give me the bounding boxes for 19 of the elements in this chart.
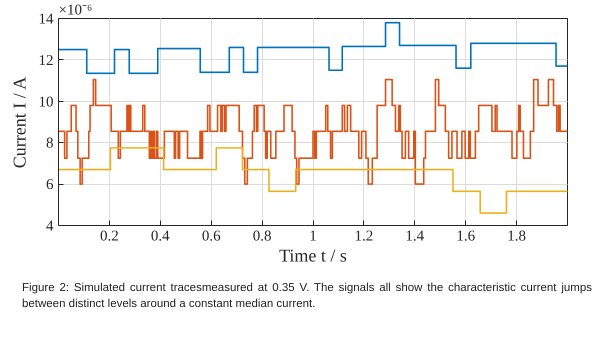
x-tick-label: 1.6 [456,228,476,244]
y-tick-label: 12 [38,52,54,69]
x-tick-label: 0.8 [252,228,272,244]
y-axis-title: Current I / A [10,76,30,168]
x-tick-label: 0.4 [150,228,170,244]
x-tick-label: 0.2 [100,228,119,244]
y-tick-label: 6 [46,177,54,194]
x-tick-label: 1 [309,228,317,244]
caption: Figure 2: Simulated current tracesmeasured at 0.35 V. The signals all show the characteristic current jumps between distinct levels around a constant median current. [22,281,592,312]
x-tick-label: 1.4 [405,228,425,244]
x-tick-label: 1.2 [354,228,374,244]
x-tick-label: 0.6 [202,228,222,244]
y-tick-label: 8 [46,136,54,152]
annotation: ×10⁻⁶ [58,2,92,18]
y-tick-label: 4 [46,218,54,234]
x-tick-label: 1.8 [507,228,526,244]
x-axis-title: Time t / s [279,246,347,266]
y-tick-label: 10 [38,94,54,110]
y-tick-label: 14 [38,12,54,28]
